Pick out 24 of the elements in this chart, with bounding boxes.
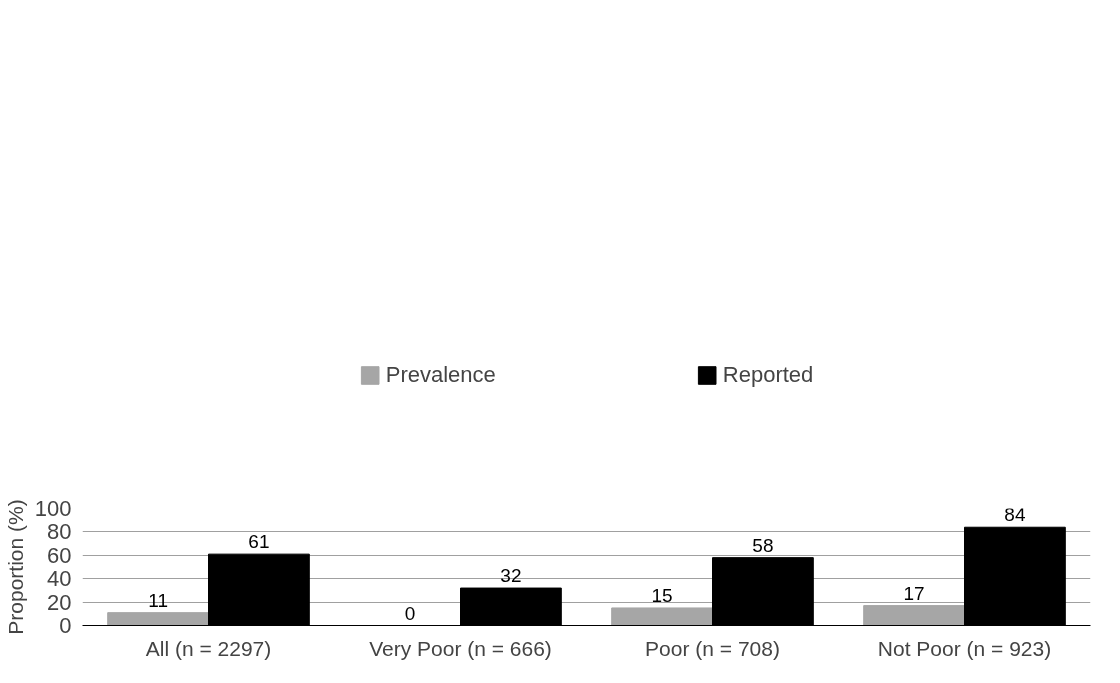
- y-tick-label: 100: [34, 496, 72, 521]
- y-tick-label: 60: [47, 542, 72, 568]
- y-tick-label: 40: [47, 566, 72, 592]
- data-label: 58: [752, 534, 774, 556]
- bar: [863, 605, 965, 626]
- x-tick-label: All (n = 2297): [145, 636, 272, 660]
- data-label: 17: [903, 582, 925, 604]
- legend-label: Reported: [722, 361, 814, 388]
- data-label: 61: [248, 531, 270, 553]
- y-tick-label: 20: [47, 589, 72, 615]
- data-label: 11: [148, 589, 168, 611]
- data-label: 32: [500, 565, 522, 587]
- x-tick-label: Very Poor (n = 666): [369, 636, 552, 660]
- x-tick-label: Poor (n = 708): [645, 636, 780, 660]
- bar: [611, 607, 713, 626]
- bar: [107, 612, 209, 626]
- legend-label: Prevalence: [385, 361, 496, 388]
- y-tick-label: 80: [47, 519, 72, 545]
- data-label: 15: [651, 584, 673, 606]
- y-axis-title: Proportion (%): [3, 499, 27, 635]
- data-label: 0: [404, 602, 416, 624]
- x-tick-label: Not Poor (n = 923): [877, 636, 1052, 660]
- y-tick-label: 0: [59, 613, 72, 638]
- data-label: 84: [1004, 504, 1026, 526]
